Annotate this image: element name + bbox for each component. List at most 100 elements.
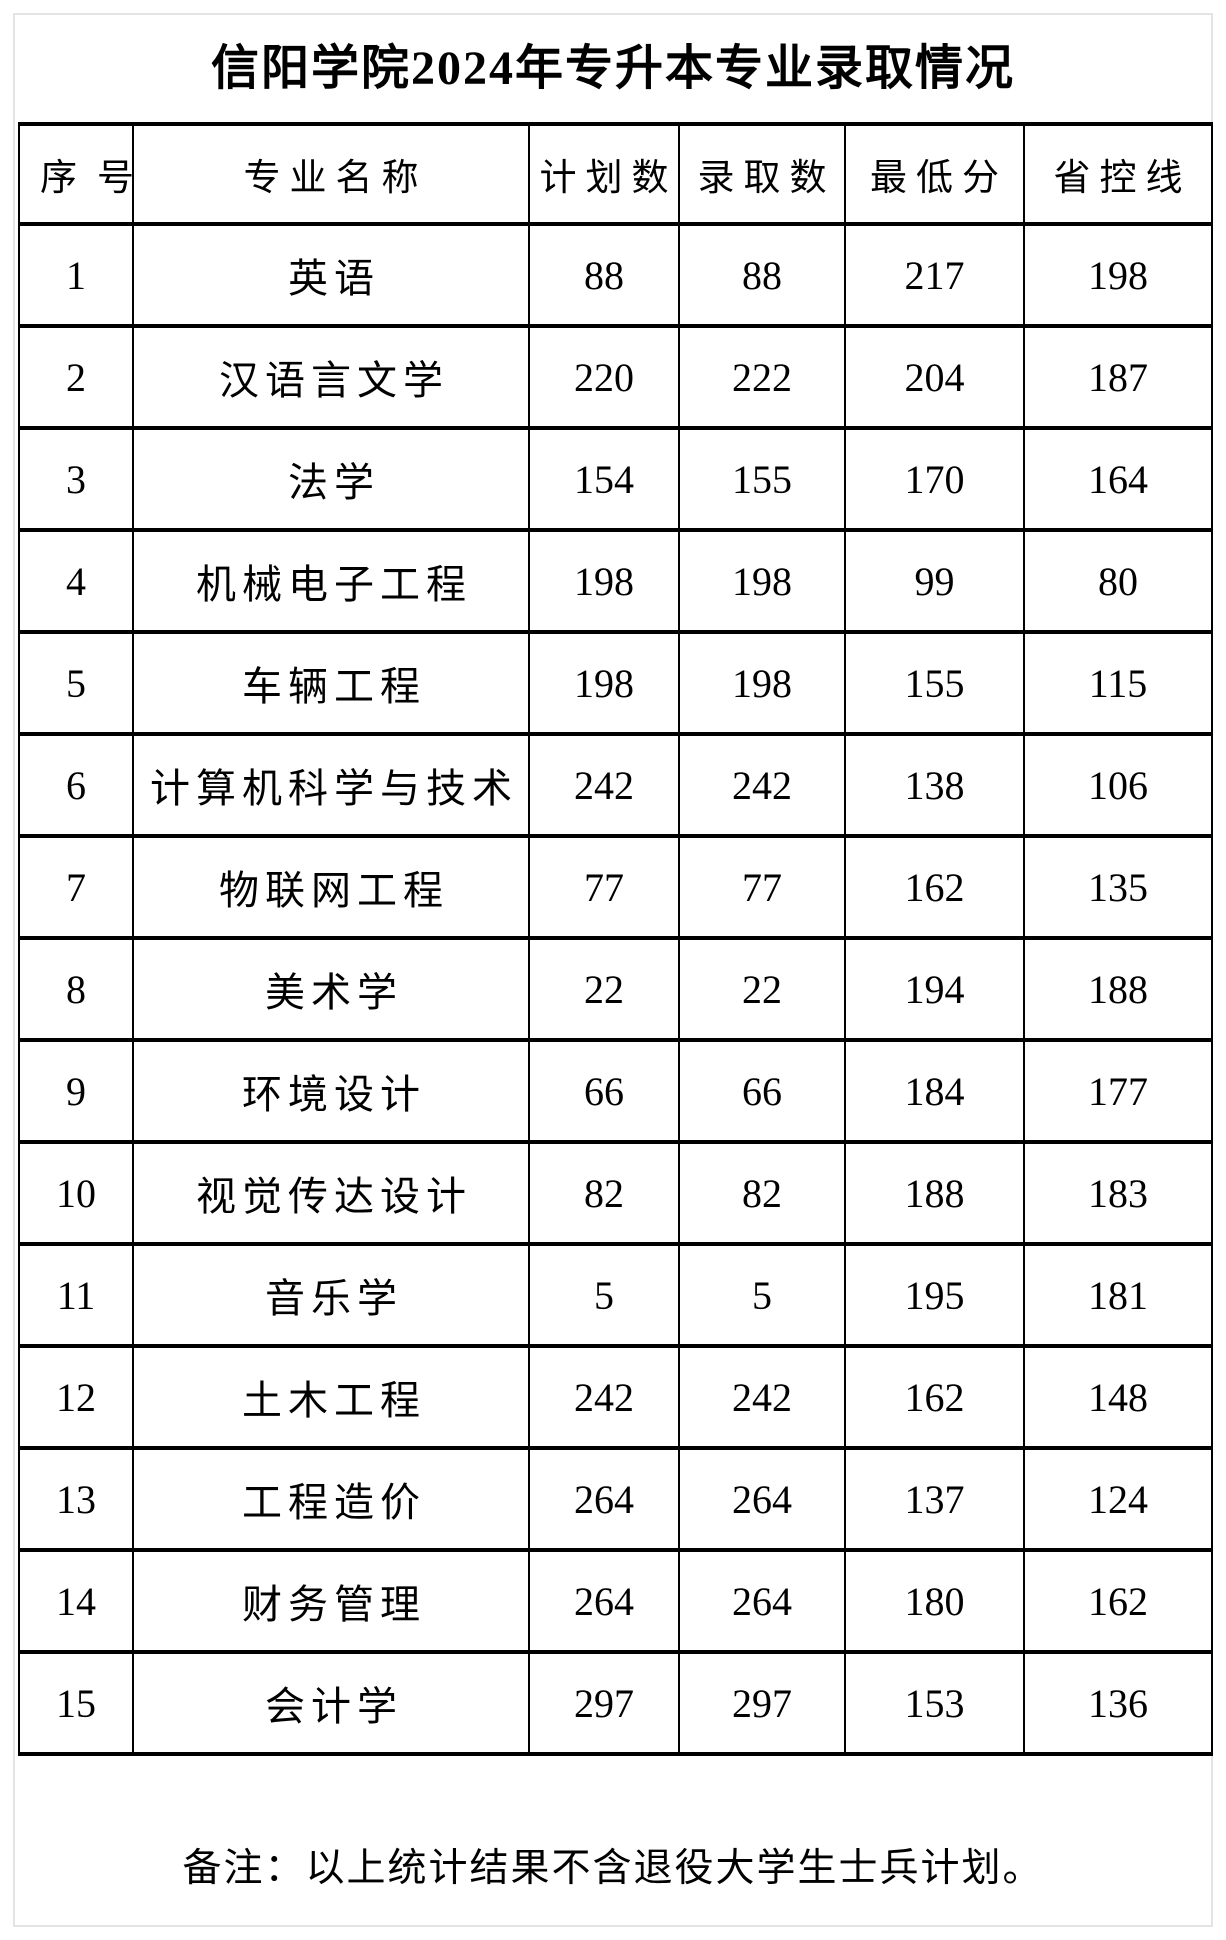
table-row: 8 美术学 22 22 194 188: [18, 936, 1213, 1042]
cell-admitted: 77: [678, 834, 846, 940]
cell-major: 环境设计: [132, 1038, 530, 1144]
cell-province-line: 198: [1023, 222, 1213, 328]
cell-min-score: 170: [844, 426, 1025, 532]
cell-no: 3: [18, 426, 134, 532]
cell-admitted: 5: [678, 1242, 846, 1348]
cell-plan: 242: [528, 732, 680, 838]
cell-province-line: 80: [1023, 528, 1213, 634]
table-row: 13 工程造价 264 264 137 124: [18, 1446, 1213, 1552]
cell-major: 计算机科学与技术: [132, 732, 530, 838]
cell-no: 14: [18, 1548, 134, 1654]
cell-major: 会计学: [132, 1650, 530, 1756]
table-row: 2 汉语言文学 220 222 204 187: [18, 324, 1213, 430]
cell-plan: 82: [528, 1140, 680, 1246]
cell-admitted: 198: [678, 528, 846, 634]
cell-plan: 297: [528, 1650, 680, 1756]
table-row: 11 音乐学 5 5 195 181: [18, 1242, 1213, 1348]
cell-no: 8: [18, 936, 134, 1042]
cell-no: 10: [18, 1140, 134, 1246]
cell-plan: 66: [528, 1038, 680, 1144]
cell-admitted: 66: [678, 1038, 846, 1144]
cell-major: 机械电子工程: [132, 528, 530, 634]
cell-province-line: 124: [1023, 1446, 1213, 1552]
table-row: 6 计算机科学与技术 242 242 138 106: [18, 732, 1213, 838]
cell-major: 土木工程: [132, 1344, 530, 1450]
cell-min-score: 99: [844, 528, 1025, 634]
table-row: 9 环境设计 66 66 184 177: [18, 1038, 1213, 1144]
cell-province-line: 106: [1023, 732, 1213, 838]
cell-province-line: 188: [1023, 936, 1213, 1042]
cell-plan: 77: [528, 834, 680, 940]
cell-province-line: 181: [1023, 1242, 1213, 1348]
cell-min-score: 153: [844, 1650, 1025, 1756]
cell-admitted: 222: [678, 324, 846, 430]
cell-plan: 264: [528, 1446, 680, 1552]
cell-min-score: 162: [844, 1344, 1025, 1450]
cell-min-score: 180: [844, 1548, 1025, 1654]
cell-province-line: 115: [1023, 630, 1213, 736]
cell-province-line: 136: [1023, 1650, 1213, 1756]
cell-major: 美术学: [132, 936, 530, 1042]
header-province-control-line: 省控线: [1023, 122, 1213, 226]
table-row: 7 物联网工程 77 77 162 135: [18, 834, 1213, 940]
cell-no: 6: [18, 732, 134, 838]
cell-major: 物联网工程: [132, 834, 530, 940]
cell-admitted: 242: [678, 1344, 846, 1450]
cell-min-score: 204: [844, 324, 1025, 430]
cell-no: 13: [18, 1446, 134, 1552]
cell-admitted: 88: [678, 222, 846, 328]
footer-note: 备注：以上统计结果不含退役大学生士兵计划。: [182, 1847, 1044, 1890]
cell-min-score: 162: [844, 834, 1025, 940]
cell-no: 11: [18, 1242, 134, 1348]
cell-plan: 198: [528, 630, 680, 736]
cell-no: 1: [18, 222, 134, 328]
cell-province-line: 164: [1023, 426, 1213, 532]
cell-major: 英语: [132, 222, 530, 328]
cell-no: 7: [18, 834, 134, 940]
cell-min-score: 137: [844, 1446, 1025, 1552]
cell-no: 9: [18, 1038, 134, 1144]
cell-major: 车辆工程: [132, 630, 530, 736]
cell-province-line: 183: [1023, 1140, 1213, 1246]
cell-admitted: 22: [678, 936, 846, 1042]
header-min-score: 最低分: [844, 122, 1025, 226]
table-row: 10 视觉传达设计 82 82 188 183: [18, 1140, 1213, 1246]
table-body: 1 英语 88 88 217 198 2 汉语言文学 220 222 204 187 3 法学 154 155…: [18, 222, 1213, 1756]
cell-admitted: 155: [678, 426, 846, 532]
cell-plan: 22: [528, 936, 680, 1042]
cell-admitted: 264: [678, 1548, 846, 1654]
cell-major: 视觉传达设计: [132, 1140, 530, 1246]
cell-no: 2: [18, 324, 134, 430]
cell-no: 4: [18, 528, 134, 634]
page-title: 信阳学院2024年专升本专业录取情况: [210, 42, 1015, 95]
cell-plan: 198: [528, 528, 680, 634]
header-plan-count: 计划数: [528, 122, 680, 226]
cell-province-line: 177: [1023, 1038, 1213, 1144]
cell-plan: 5: [528, 1242, 680, 1348]
cell-min-score: 217: [844, 222, 1025, 328]
cell-major: 音乐学: [132, 1242, 530, 1348]
table-row: 15 会计学 297 297 153 136: [18, 1650, 1213, 1756]
cell-no: 5: [18, 630, 134, 736]
cell-admitted: 264: [678, 1446, 846, 1552]
cell-admitted: 242: [678, 732, 846, 838]
table-row: 14 财务管理 264 264 180 162: [18, 1548, 1213, 1654]
cell-min-score: 138: [844, 732, 1025, 838]
cell-major: 汉语言文学: [132, 324, 530, 430]
cell-admitted: 198: [678, 630, 846, 736]
cell-min-score: 188: [844, 1140, 1025, 1246]
cell-min-score: 184: [844, 1038, 1025, 1144]
cell-province-line: 162: [1023, 1548, 1213, 1654]
table-row: 3 法学 154 155 170 164: [18, 426, 1213, 532]
cell-plan: 264: [528, 1548, 680, 1654]
cell-min-score: 195: [844, 1242, 1025, 1348]
cell-plan: 242: [528, 1344, 680, 1450]
cell-admitted: 82: [678, 1140, 846, 1246]
cell-admitted: 297: [678, 1650, 846, 1756]
header-row: 序号 专业名称 计划数 录取数 最低分 省控线: [18, 122, 1213, 226]
cell-province-line: 148: [1023, 1344, 1213, 1450]
header-major: 专业名称: [132, 122, 530, 226]
cell-plan: 88: [528, 222, 680, 328]
cell-no: 12: [18, 1344, 134, 1450]
